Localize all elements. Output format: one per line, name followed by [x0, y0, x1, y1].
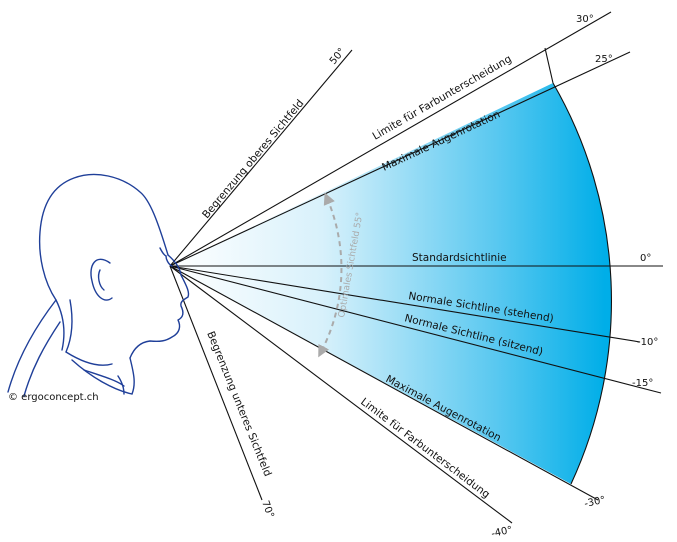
angle-0: 0°	[640, 253, 651, 264]
normal-standing-line	[169, 265, 641, 343]
angle-30: 30°	[576, 14, 594, 25]
color-limit-upper-line	[169, 11, 612, 267]
lower-field-limit-line	[169, 265, 263, 501]
optimal-field-arrow	[318, 192, 343, 358]
angle-minus-10: -10°	[637, 337, 658, 348]
credit-text: © ergoconcept.ch	[8, 392, 99, 403]
normal-sitting-line	[169, 265, 662, 394]
angle-minus-15: -15°	[632, 378, 653, 389]
upper-field-limit-line	[169, 49, 353, 267]
angle-25: 25°	[595, 54, 613, 65]
angle-minus-30: -30°	[583, 495, 606, 510]
eye-rotation-arc	[552, 82, 612, 485]
standard-label: Standardsichtlinie	[412, 252, 507, 264]
upper-limit-label: Begrenzung oberes Sichtfeld	[200, 97, 306, 220]
lower-limit-label: Begrenzung unteres Sichtfeld	[204, 330, 273, 479]
color-limit-arc	[544, 47, 554, 84]
angle-minus-40: -40°	[490, 525, 513, 540]
eye-rotation-lower-line	[169, 265, 599, 501]
angle-50: 50°	[328, 46, 348, 67]
eye-rotation-upper-line	[169, 51, 631, 267]
head-illustration	[7, 173, 190, 397]
angle-70: 70°	[259, 499, 275, 519]
eye-rotation-field	[170, 83, 612, 484]
color-limit-lower-line	[169, 265, 513, 524]
